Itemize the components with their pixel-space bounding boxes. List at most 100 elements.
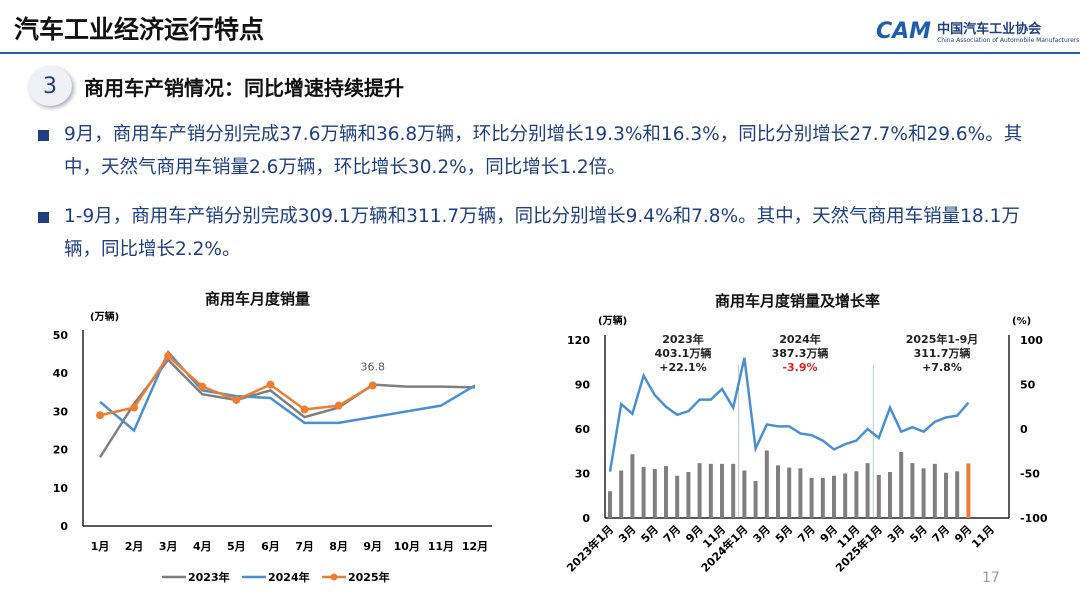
y-tick: 0 bbox=[582, 512, 590, 525]
annotation-line: +7.8% bbox=[922, 361, 962, 374]
x-tick: 2月 bbox=[125, 540, 144, 553]
bar bbox=[932, 463, 937, 518]
y2-tick: -100 bbox=[1020, 512, 1048, 525]
x-tick: 7月 bbox=[295, 540, 314, 553]
x-tick: 12月 bbox=[462, 540, 488, 553]
y-tick: 10 bbox=[53, 482, 69, 495]
bar bbox=[619, 470, 624, 518]
data-point bbox=[164, 352, 173, 361]
data-point bbox=[130, 403, 139, 412]
data-point bbox=[96, 411, 104, 420]
page-number: 17 bbox=[982, 570, 1000, 586]
y-unit: (万辆) bbox=[598, 314, 627, 327]
bar bbox=[854, 471, 859, 518]
page-title: 汽车工业经济运行特点 bbox=[14, 15, 265, 44]
x-tick: 7月 bbox=[795, 523, 817, 545]
bar bbox=[686, 472, 691, 518]
section-title: 商用车产销情况：同比增速持续提升 bbox=[84, 75, 404, 100]
growth-line bbox=[608, 357, 970, 472]
bar bbox=[955, 471, 960, 518]
annotation-line: 311.7万辆 bbox=[914, 346, 971, 360]
bar bbox=[865, 463, 870, 518]
data-point bbox=[266, 380, 275, 389]
bar bbox=[776, 465, 780, 518]
data-point bbox=[198, 382, 207, 391]
annotation-line: +22.1% bbox=[659, 361, 706, 374]
bar bbox=[742, 470, 747, 518]
bar bbox=[664, 466, 668, 518]
chart2-title: 商用车月度销量及增长率 bbox=[715, 292, 881, 310]
data-point bbox=[300, 405, 309, 414]
bullet-2: 1-9月，商用车产销分别完成309.1万辆和311.7万辆，同比分别增长9.4%… bbox=[38, 200, 1048, 266]
y-tick: 40 bbox=[53, 367, 69, 380]
x-tick: 3月 bbox=[885, 523, 907, 545]
bar bbox=[652, 469, 657, 518]
x-tick: 7月 bbox=[661, 523, 683, 545]
bar bbox=[910, 463, 915, 518]
x-tick: 5月 bbox=[773, 523, 795, 545]
x-tick: 5月 bbox=[227, 540, 246, 553]
data-point bbox=[232, 395, 241, 404]
y-tick: 50 bbox=[53, 329, 69, 342]
section-header: 3 商用车产销情况：同比增速持续提升 bbox=[28, 66, 404, 106]
x-tick: 6月 bbox=[261, 540, 280, 553]
x-tick: 8月 bbox=[329, 540, 348, 553]
bar bbox=[921, 468, 926, 518]
bar bbox=[876, 474, 881, 518]
y-unit: (万辆) bbox=[90, 310, 119, 323]
header-divider bbox=[0, 52, 1080, 54]
series-line-2025年 bbox=[99, 354, 374, 417]
bar bbox=[820, 477, 825, 518]
y-tick: 30 bbox=[53, 405, 69, 418]
annotation-line: -3.9% bbox=[782, 361, 817, 374]
bullet-1: 9月，商用车产销分别完成37.6万辆和36.8万辆，环比分别增长19.3%和16… bbox=[38, 118, 1048, 184]
x-tick: 11月 bbox=[969, 523, 997, 551]
bar bbox=[809, 477, 814, 518]
bar bbox=[944, 472, 948, 518]
bar bbox=[641, 466, 646, 518]
bar bbox=[843, 473, 848, 518]
y2-tick: 100 bbox=[1020, 334, 1043, 347]
annotation-line: 2023年 bbox=[662, 332, 704, 346]
x-tick: 5月 bbox=[639, 523, 661, 545]
x-tick: 3月 bbox=[751, 523, 773, 545]
bar bbox=[608, 491, 612, 518]
series-line-2024年 bbox=[99, 349, 476, 433]
y-tick: 120 bbox=[567, 334, 590, 347]
bar bbox=[697, 463, 702, 518]
logo: CAM 中国汽车工业协会 China Association of Automo… bbox=[876, 18, 1080, 45]
legend-marker bbox=[330, 573, 338, 581]
data-point bbox=[368, 381, 377, 390]
legend-label: 2023年 bbox=[188, 570, 230, 584]
bar bbox=[731, 463, 736, 518]
cam-logo-icon: CAM bbox=[876, 18, 932, 44]
annotation-line: 2024年 bbox=[779, 332, 821, 346]
x-tick: 2023年1月 bbox=[564, 522, 617, 575]
annotation-line: 387.3万辆 bbox=[772, 346, 829, 360]
bar bbox=[966, 463, 971, 518]
bar bbox=[832, 475, 836, 518]
legend-label: 2025年 bbox=[348, 570, 390, 584]
bar bbox=[675, 475, 680, 518]
x-tick: 9月 bbox=[363, 540, 382, 553]
y2-tick: 0 bbox=[1020, 423, 1028, 436]
logo-en: China Association of Automobile Manufact… bbox=[937, 37, 1080, 44]
x-tick: 1月 bbox=[91, 540, 110, 553]
bar bbox=[630, 454, 635, 518]
bar bbox=[720, 463, 724, 518]
y-tick: 0 bbox=[60, 520, 68, 533]
bar bbox=[708, 463, 713, 518]
section-number: 3 bbox=[28, 66, 72, 106]
bar bbox=[764, 450, 769, 518]
x-tick: 10月 bbox=[394, 540, 420, 553]
x-tick: 11月 bbox=[428, 540, 454, 553]
legend-label: 2024年 bbox=[268, 570, 310, 584]
y2-unit: (%) bbox=[1012, 316, 1031, 327]
logo-text: 中国汽车工业协会 bbox=[937, 22, 1042, 37]
x-tick: 3月 bbox=[159, 540, 178, 553]
bar bbox=[899, 451, 904, 518]
y-tick: 20 bbox=[53, 444, 69, 457]
y2-tick: 50 bbox=[1020, 379, 1036, 392]
annotation-line: 2025年1-9月 bbox=[906, 332, 979, 346]
